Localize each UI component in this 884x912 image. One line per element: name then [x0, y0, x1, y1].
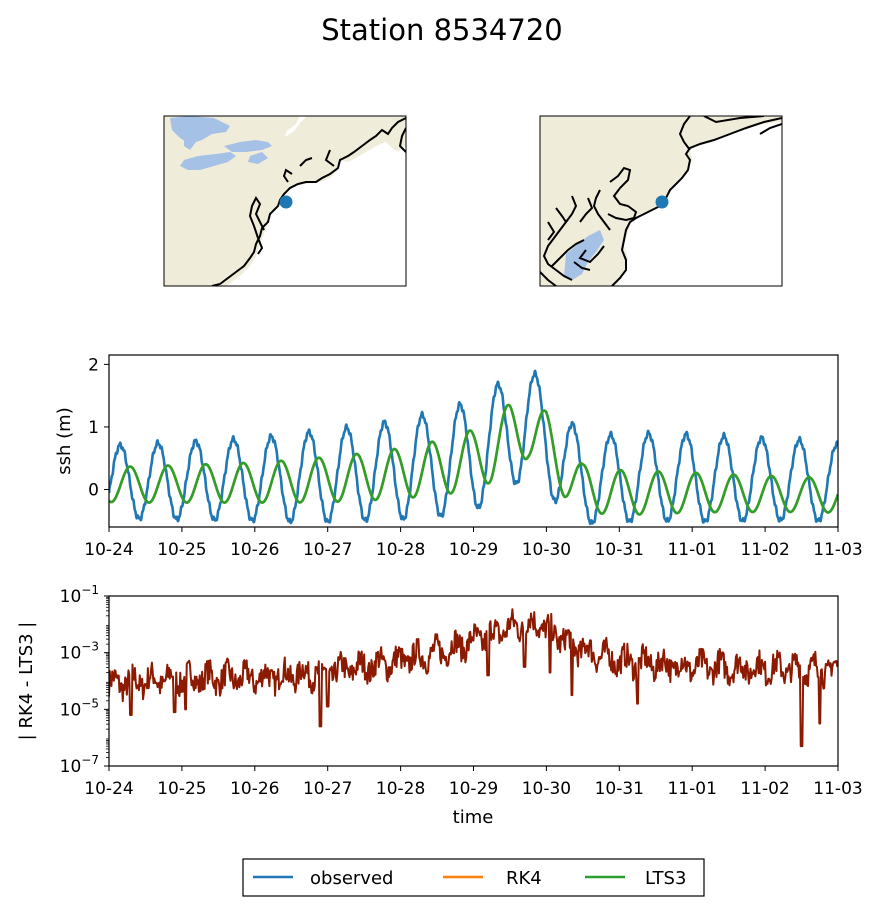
ssh-y-tick-label: 2 [88, 355, 99, 375]
map-regional [163, 115, 407, 287]
diff-x-axis: 10-24 10-25 10-26 10-27 10-28 10-29 10-30 10-31… [84, 766, 863, 799]
legend-label-lts3: LTS3 [645, 868, 686, 889]
map-coastline [540, 116, 782, 286]
station-marker [655, 195, 669, 209]
ssh-x-tick-label: 10-31 [595, 540, 644, 560]
map-lake [180, 152, 236, 170]
ssh-x-axis: 10-24 10-25 10-26 10-27 10-28 10-29 10-30 10-31… [84, 527, 863, 560]
diff-x-tick-label: 10-27 [303, 779, 352, 799]
map-land [300, 116, 406, 162]
legend-label-rk4: RK4 [506, 868, 542, 889]
series-lts3-line [109, 403, 838, 516]
ssh-y-label: ssh (m) [54, 407, 75, 474]
legend: observed RK4 LTS3 [242, 858, 705, 897]
map-coastline [211, 117, 406, 286]
station-marker [279, 195, 293, 209]
diff-panel: 10−110−310−510−7 10-24 10-25 10-26 10-27 10-… [16, 583, 863, 828]
map-local [539, 115, 783, 287]
map-bay [564, 230, 604, 280]
diff-x-tick-label: 10-31 [595, 779, 644, 799]
diff-y-tick-label: 10−3 [60, 640, 99, 664]
diff-x-tick-label: 10-26 [230, 779, 279, 799]
diff-x-tick-label: 10-24 [84, 779, 133, 799]
diff-x-tick-label: 10-25 [157, 779, 206, 799]
ssh-x-tick-label: 10-28 [376, 540, 425, 560]
map-frame [539, 115, 783, 287]
series-observed-line [109, 369, 838, 526]
ssh-x-tick-label: 10-25 [157, 540, 206, 560]
diff-y-axis: 10−1 10−3 10−5 10−7 [60, 583, 109, 777]
diff-x-tick-label: 11-02 [740, 779, 789, 799]
figure-title: Station 8534720 [321, 13, 562, 47]
ssh-y-tick-label: 1 [88, 418, 99, 438]
ssh-x-tick-label: 11-03 [813, 540, 862, 560]
ssh-x-tick-label: 10-24 [84, 540, 133, 560]
map-lake [184, 134, 196, 150]
ssh-x-tick-label: 10-26 [230, 540, 279, 560]
ssh-y-axis: 0 1 2 [88, 355, 109, 500]
ssh-x-tick-label: 11-02 [740, 540, 789, 560]
ssh-x-tick-label: 10-30 [522, 540, 571, 560]
legend-label-observed: observed [310, 868, 393, 889]
ssh-x-tick-label: 11-01 [667, 540, 716, 560]
diff-x-tick-label: 10-28 [376, 779, 425, 799]
series-diff-line [109, 608, 838, 748]
diff-y-tick-label: 10−5 [60, 696, 99, 720]
ssh-panel: 012 10-24 10-25 10-26 10-27 10-28 10-29 10-30 1… [54, 354, 863, 560]
diff-x-tick-label: 10-30 [522, 779, 571, 799]
diff-x-tick-label: 10-29 [449, 779, 498, 799]
ssh-x-tick-label: 10-27 [303, 540, 352, 560]
diff-x-tick-label: 11-03 [813, 779, 862, 799]
diff-x-label: time [453, 807, 494, 828]
diff-y-label: | RK4 - LTS3 | [16, 622, 37, 741]
map-lake [224, 140, 272, 152]
diff-x-tick-label: 11-01 [667, 779, 716, 799]
map-lake [248, 152, 268, 164]
map-frame [163, 115, 407, 287]
diff-y-tick-label: 10−7 [60, 753, 99, 777]
diff-y-tick-label: 10−1 [60, 583, 99, 607]
ssh-x-tick-label: 10-29 [449, 540, 498, 560]
ssh-y-tick-label: 0 [88, 480, 99, 500]
